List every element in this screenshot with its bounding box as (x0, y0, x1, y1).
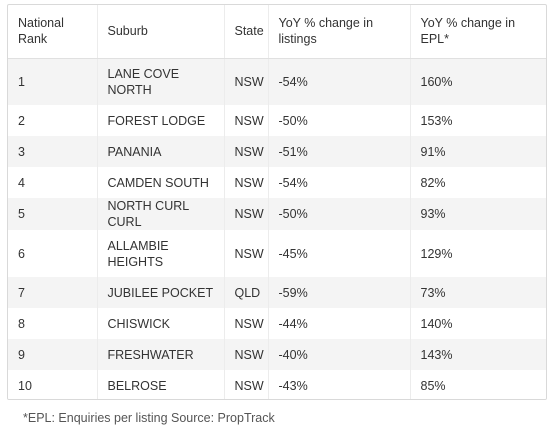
cell-state: NSW (224, 136, 269, 167)
cell-suburb: LANE COVE NORTH (97, 58, 225, 105)
table-row: 3 PANANIA NSW -51% 91% (8, 136, 546, 167)
cell-rank: 7 (8, 277, 98, 308)
cell-rank: 3 (8, 136, 98, 167)
header-listings-change: YoY % change in listings (268, 5, 411, 59)
cell-state: NSW (224, 58, 269, 105)
table-row: 7 JUBILEE POCKET QLD -59% 73% (8, 277, 546, 308)
table-row: 10 BELROSE NSW -43% 85% (8, 370, 546, 399)
cell-listings-change: -59% (268, 277, 411, 308)
header-row: National Rank Suburb State YoY % change … (8, 5, 546, 59)
cell-epl-change: 140% (420, 316, 453, 331)
cell-suburb: CAMDEN SOUTH (97, 167, 225, 198)
cell-epl-change: 73% (420, 285, 446, 300)
cell-epl-change: 91% (420, 144, 446, 159)
cell-listings-change: -43% (268, 370, 411, 399)
cell-epl-change: 93% (420, 207, 446, 221)
table-row: 5 NORTH CURL CURL NSW -50% 93% (8, 198, 546, 230)
cell-suburb: CHISWICK (97, 308, 225, 339)
cell-listings-change: -40% (268, 339, 411, 370)
cell-rank: 2 (8, 105, 98, 136)
table-body: 1 LANE COVE NORTH NSW -54% 160% 2 FOREST… (8, 58, 546, 399)
cell-state: QLD (224, 277, 269, 308)
source-footnote: *EPL: Enquiries per listing Source: Prop… (23, 411, 275, 425)
cell-rank: 6 (8, 230, 98, 277)
cell-suburb: BELROSE (97, 370, 225, 399)
header-epl-change: YoY % change in EPL* (410, 5, 546, 59)
cell-state: NSW (224, 339, 269, 370)
suburb-ranking-table: National Rank Suburb State YoY % change … (7, 4, 547, 400)
cell-rank: 5 (8, 198, 98, 230)
cell-listings-change: -44% (268, 308, 411, 339)
header-state: State (224, 5, 269, 59)
cell-epl-change: 153% (420, 113, 453, 128)
cell-suburb: PANANIA (97, 136, 225, 167)
cell-listings-change: -51% (268, 136, 411, 167)
header-national-rank: National Rank (8, 5, 98, 59)
table-row: 9 FRESHWATER NSW -40% 143% (8, 339, 546, 370)
cell-rank: 8 (8, 308, 98, 339)
cell-suburb: ALLAMBIE HEIGHTS (97, 230, 225, 277)
cell-rank: 4 (8, 167, 98, 198)
cell-suburb: FRESHWATER (97, 339, 225, 370)
cell-epl-change: 160% (420, 74, 453, 89)
cell-state: NSW (224, 308, 269, 339)
table-header: National Rank Suburb State YoY % change … (8, 5, 546, 59)
table-row: 1 LANE COVE NORTH NSW -54% 160% (8, 58, 546, 105)
cell-state: NSW (224, 167, 269, 198)
cell-epl-change: 85% (420, 378, 446, 393)
table-row: 6 ALLAMBIE HEIGHTS NSW -45% 129% (8, 230, 546, 277)
cell-suburb: NORTH CURL CURL (97, 198, 225, 230)
cell-state: NSW (224, 198, 269, 230)
table-row: 2 FOREST LODGE NSW -50% 153% (8, 105, 546, 136)
cell-suburb: JUBILEE POCKET (97, 277, 225, 308)
cell-state: NSW (224, 230, 269, 277)
cell-rank: 9 (8, 339, 98, 370)
cell-epl-change: 143% (420, 347, 453, 362)
cell-epl-change: 82% (420, 175, 446, 190)
cell-listings-change: -50% (268, 198, 411, 230)
cell-rank: 10 (8, 370, 98, 399)
cell-listings-change: -45% (268, 230, 411, 277)
cell-listings-change: -54% (268, 58, 411, 105)
table-row: 8 CHISWICK NSW -44% 140% (8, 308, 546, 339)
data-table: National Rank Suburb State YoY % change … (8, 5, 546, 399)
table-row: 4 CAMDEN SOUTH NSW -54% 82% (8, 167, 546, 198)
cell-state: NSW (224, 105, 269, 136)
header-suburb: Suburb (97, 5, 225, 59)
cell-listings-change: -50% (268, 105, 411, 136)
cell-suburb: FOREST LODGE (97, 105, 225, 136)
cell-epl-change: 129% (420, 246, 453, 261)
cell-state: NSW (224, 370, 269, 399)
cell-rank: 1 (8, 58, 98, 105)
cell-listings-change: -54% (268, 167, 411, 198)
